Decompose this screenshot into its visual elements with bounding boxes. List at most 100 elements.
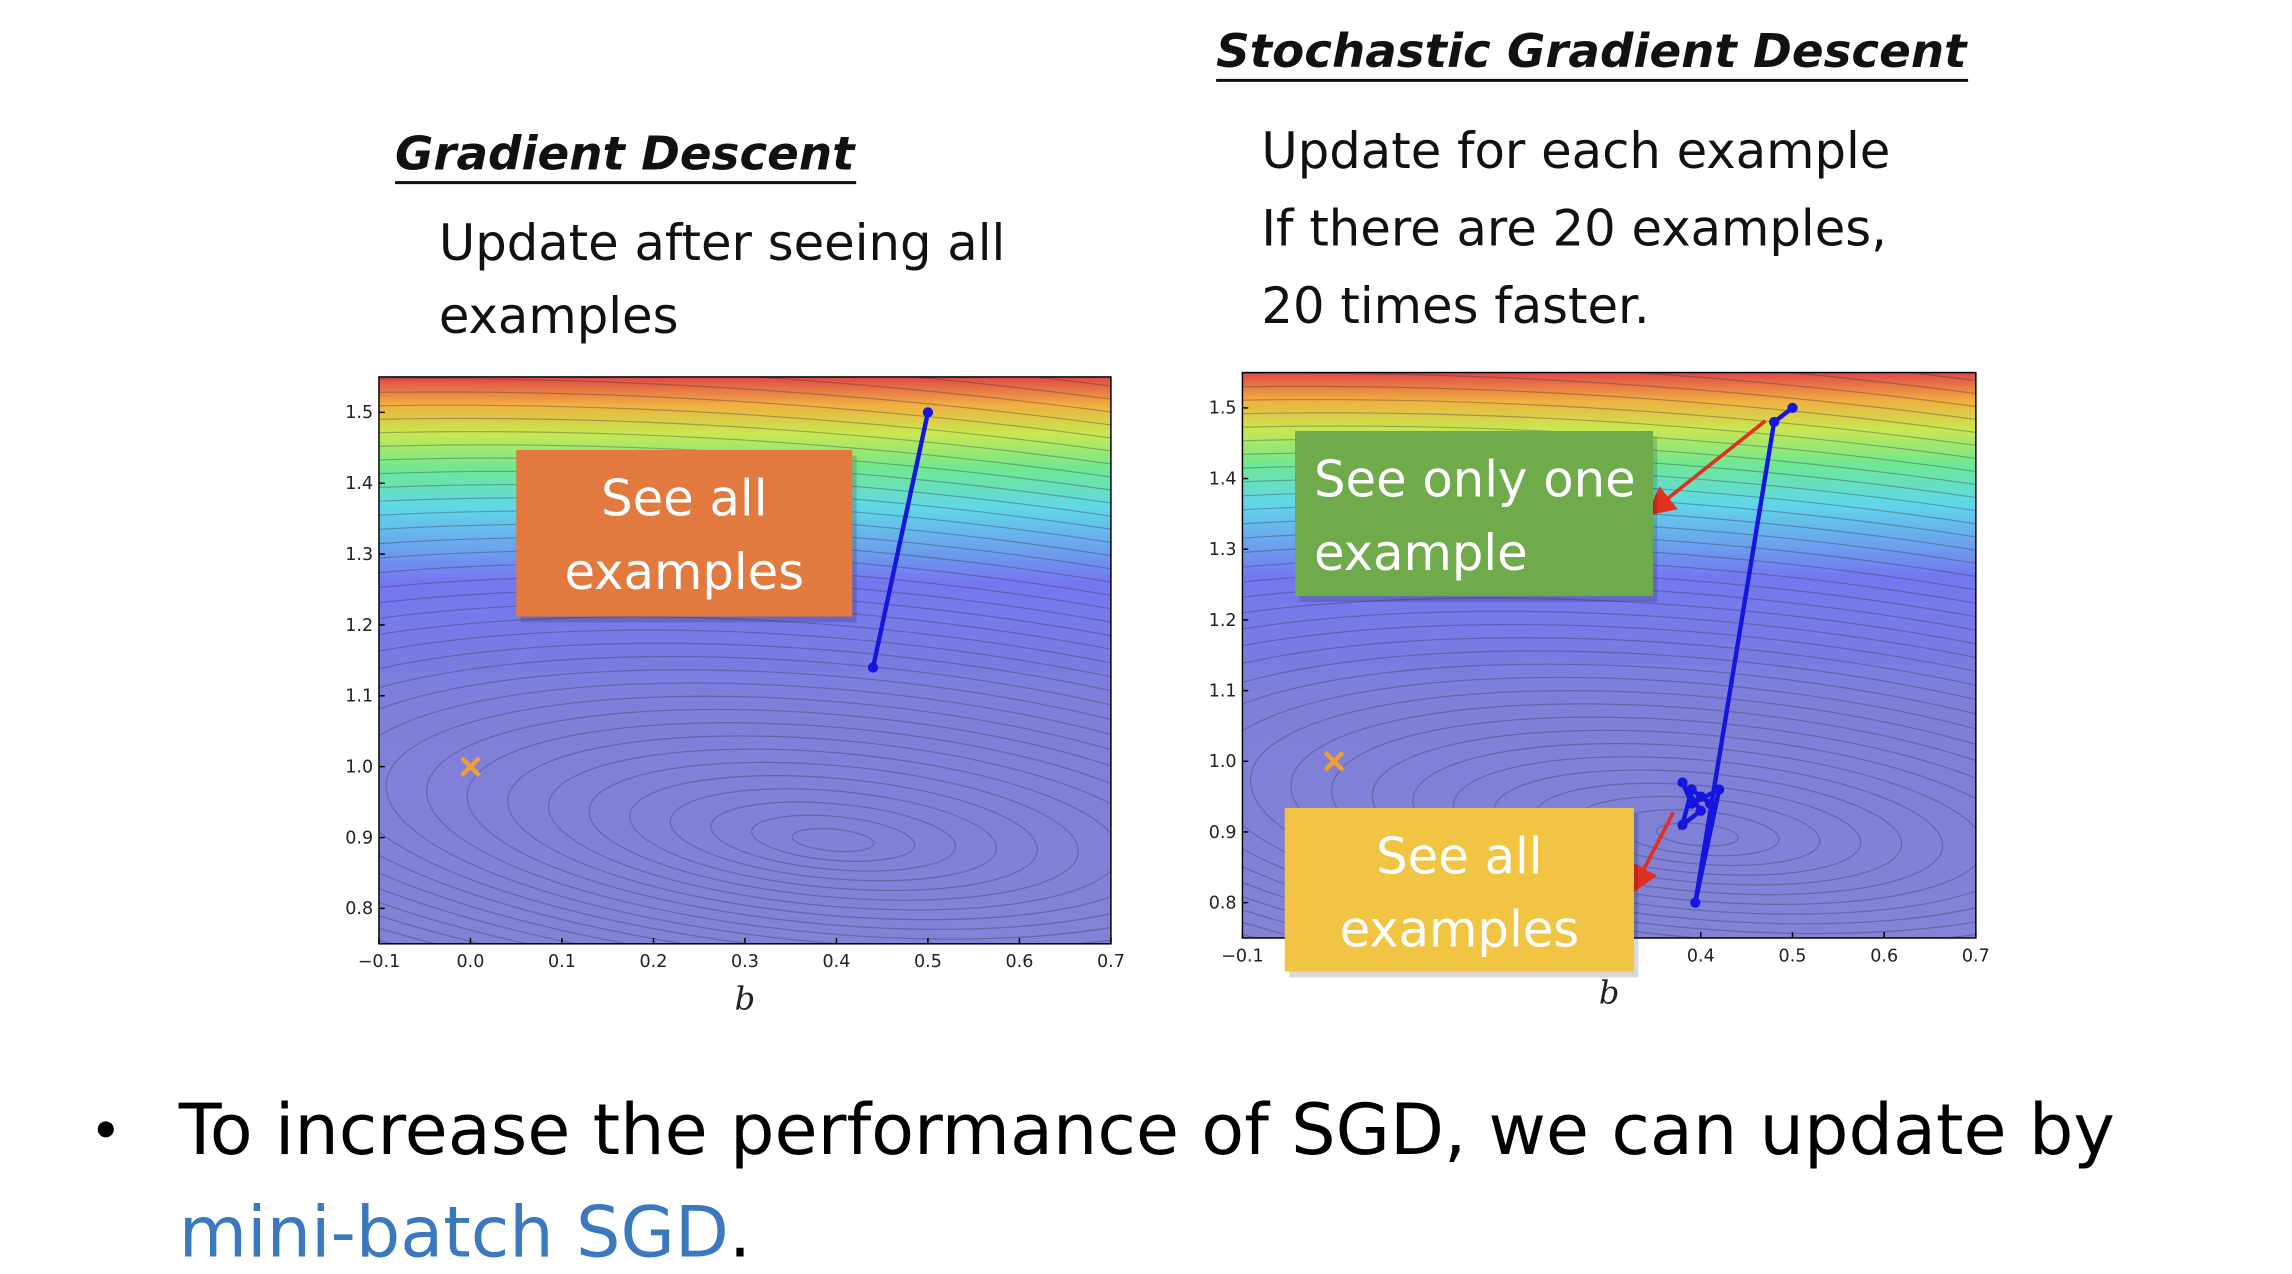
contour	[1242, 531, 1976, 938]
contour	[1242, 438, 1976, 938]
bullet-dot	[97, 1121, 114, 1138]
x-tick-label: 0.6	[1006, 952, 1034, 972]
descent-point	[1769, 416, 1780, 428]
contour	[1242, 451, 1976, 938]
subtitle: Update for each example	[1261, 122, 1890, 180]
contour	[378, 431, 1111, 944]
chart-title: Stochastic Gradient Descent	[1216, 25, 1968, 79]
contour	[378, 655, 1111, 944]
contour	[1371, 729, 1976, 915]
contour	[1242, 650, 1976, 938]
annotation-text: See all	[1376, 828, 1542, 886]
contour	[378, 603, 1111, 944]
contour	[1655, 822, 1739, 847]
contour	[1242, 478, 1976, 938]
contour	[1452, 756, 1944, 896]
x-tick-label: 0.0	[457, 952, 485, 972]
descent-point	[1714, 784, 1725, 795]
contour	[378, 457, 1111, 944]
y-tick-label: 0.8	[345, 899, 373, 919]
contour	[1242, 372, 1976, 938]
optimum-marker	[1323, 750, 1345, 772]
x-tick-label: 0.6	[1870, 946, 1898, 966]
contour	[378, 642, 1111, 944]
contour	[547, 748, 1111, 911]
contour	[1242, 663, 1976, 938]
bullet-text: mini-batch SGD.	[179, 1191, 751, 1273]
contour	[1242, 584, 1976, 938]
annotation-text: See all	[601, 470, 767, 528]
x-axis-label: b	[1599, 974, 1620, 1012]
contour	[378, 497, 1111, 944]
x-tick-label: 0.4	[1687, 946, 1715, 966]
contour	[1242, 465, 1976, 938]
descent-point	[1686, 784, 1697, 795]
y-tick-label: 0.8	[1209, 893, 1237, 913]
annotation-text: examples	[565, 543, 805, 601]
contour	[378, 444, 1111, 944]
y-tick-label: 1.5	[345, 403, 373, 423]
contour	[1242, 372, 1976, 938]
contour	[385, 695, 1111, 944]
contour	[1290, 703, 1976, 935]
bullet-link: mini-batch SGD	[179, 1191, 729, 1273]
subtitle: 20 times faster.	[1261, 277, 1649, 335]
descent-point	[867, 662, 879, 673]
descent-point	[1787, 402, 1798, 414]
contour	[507, 735, 1111, 921]
y-tick-label: 0.9	[345, 828, 373, 848]
contour	[1242, 597, 1976, 938]
x-tick-label: 0.3	[731, 952, 759, 972]
contour	[378, 376, 1111, 944]
contour	[378, 589, 1111, 944]
subtitle: examples	[439, 287, 679, 345]
contour	[378, 378, 1111, 944]
contour	[426, 708, 1111, 940]
annotation-text: examples	[1340, 901, 1580, 959]
annotation-box	[516, 449, 853, 617]
contour	[1242, 491, 1976, 938]
descent-path	[870, 411, 931, 668]
contour	[669, 788, 998, 882]
contour	[1242, 637, 1976, 938]
y-tick-label: 1.5	[1209, 399, 1237, 419]
x-tick-label: −0.1	[1221, 946, 1264, 966]
contour	[378, 616, 1111, 944]
x-axis-label: b	[735, 980, 756, 1018]
x-tick-label: −0.1	[358, 952, 401, 972]
contour	[750, 814, 916, 862]
contour	[466, 722, 1111, 930]
x-tick-label: 0.4	[823, 952, 851, 972]
descent-point	[1695, 791, 1706, 802]
y-tick-label: 1.0	[345, 758, 373, 778]
annotation-box	[1295, 430, 1653, 597]
y-tick-label: 1.0	[1209, 752, 1237, 772]
y-tick-label: 1.2	[345, 616, 373, 636]
contour	[378, 470, 1111, 944]
contour	[378, 510, 1111, 944]
optimum-marker	[460, 756, 481, 777]
contour	[378, 404, 1111, 944]
contour	[1242, 504, 1976, 938]
y-tick-label: 1.3	[1209, 540, 1237, 560]
contour	[378, 629, 1111, 944]
y-tick-label: 0.9	[1209, 823, 1237, 843]
contour	[378, 483, 1111, 944]
y-tick-label: 1.4	[1209, 469, 1237, 489]
contour	[791, 827, 875, 853]
chart-title: Gradient Descent	[395, 127, 856, 181]
subtitle: Update after seeing all	[439, 214, 1005, 272]
contour	[588, 761, 1079, 901]
x-tick-label: 0.2	[640, 952, 668, 972]
contour	[1242, 518, 1976, 938]
annotation-text: example	[1314, 524, 1528, 582]
contour	[378, 417, 1111, 944]
descent-point	[922, 407, 934, 418]
contour	[1242, 676, 1976, 938]
annotation-box	[1284, 807, 1634, 972]
contour	[378, 669, 1111, 944]
contour	[378, 576, 1111, 944]
